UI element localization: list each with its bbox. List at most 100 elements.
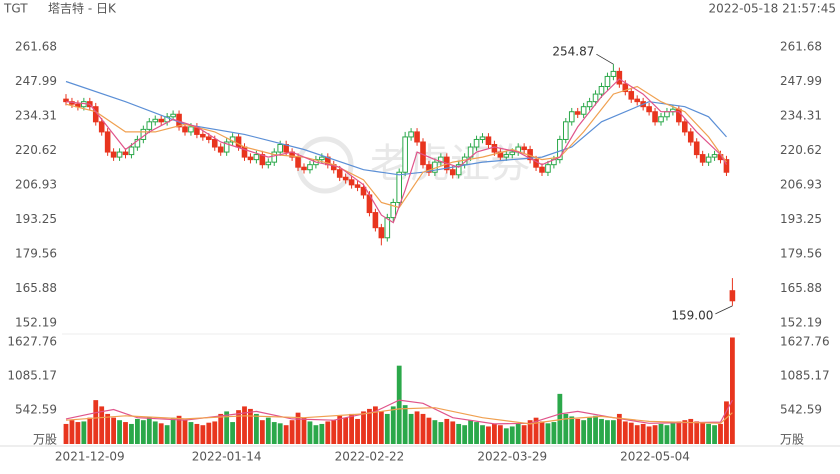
candle-body: [360, 186, 367, 196]
candle-body: [604, 75, 611, 88]
y-tick-label-right: 165.88: [780, 281, 822, 295]
candle-body: [610, 70, 617, 77]
volume-bar: [497, 425, 503, 444]
volume-bar: [117, 420, 122, 444]
candle-body: [664, 111, 670, 118]
volume-bar: [87, 417, 93, 444]
candle-body: [319, 156, 325, 161]
candle-body: [146, 121, 153, 130]
candle-body: [271, 151, 278, 163]
candle-body: [301, 166, 307, 171]
volume-bar: [349, 413, 354, 444]
candle-body: [152, 118, 159, 123]
candle-body: [408, 131, 414, 138]
y-tick-label-right: 206.93: [780, 178, 822, 192]
y-tick-label-right: 179.56: [780, 247, 822, 261]
candle-body: [354, 184, 361, 188]
candle-body: [699, 154, 706, 163]
candle-body: [223, 141, 230, 153]
volume-bar: [230, 422, 235, 444]
volume-bar: [587, 417, 592, 444]
volume-bar: [331, 420, 337, 444]
volume-bar: [93, 400, 99, 444]
candle-body: [295, 156, 301, 168]
x-tick-label: 2022-01-14: [192, 450, 262, 464]
volume-tick-label: 542.59: [15, 402, 57, 416]
x-tick-label: 2022-05-04: [620, 450, 690, 464]
candle-body: [104, 131, 111, 153]
candle-body: [396, 171, 402, 203]
volume-bar: [634, 425, 640, 444]
volume-bar: [670, 423, 676, 444]
volume-bar: [277, 423, 283, 444]
volume-bar: [63, 423, 69, 444]
volume-bar: [265, 417, 271, 444]
volume-bar: [480, 425, 485, 444]
volume-bar: [581, 420, 587, 444]
candle-body: [200, 133, 206, 138]
volume-tick-label: 1085.17: [7, 369, 57, 383]
volume-bar: [390, 406, 396, 444]
candle-body: [206, 136, 212, 140]
datetime: 2022-05-18 21:57:45: [709, 2, 836, 16]
volume-bar: [259, 420, 265, 444]
candle-body: [491, 144, 498, 153]
candle-body: [455, 164, 462, 176]
candle-body: [277, 144, 283, 153]
volume-bar: [658, 423, 664, 444]
y-tick-label: 220.62: [15, 143, 57, 157]
volume-bar: [527, 420, 533, 444]
volume-bar: [158, 423, 164, 444]
volume-bar: [599, 418, 604, 444]
volume-bar: [152, 421, 158, 444]
volume-bar: [712, 425, 717, 444]
y-tick-label-right: 152.19: [780, 316, 822, 330]
volume-bar: [343, 417, 349, 444]
candle-body: [658, 116, 664, 123]
volume-bar: [486, 426, 491, 444]
volume-bar: [569, 416, 575, 444]
y-tick-label-right: 193.25: [780, 212, 822, 226]
y-tick-label: 247.99: [15, 74, 57, 88]
volume-bar: [254, 413, 259, 444]
volume-bar: [682, 420, 688, 444]
volume-bar: [129, 423, 134, 444]
volume-bar: [640, 423, 646, 444]
volume-bar: [182, 420, 188, 444]
volume-tick-label-right: 542.59: [780, 402, 822, 416]
candle-body: [628, 91, 635, 100]
candle-body: [729, 290, 736, 302]
volume-bar: [688, 418, 694, 444]
volume-bar: [700, 422, 706, 444]
volume-bar: [164, 425, 170, 444]
moving-average: [65, 78, 728, 224]
volume-bar: [622, 421, 628, 444]
candle-body: [545, 164, 551, 173]
candle-body: [170, 113, 176, 118]
volume-bar: [373, 406, 378, 444]
y-tick-label: 206.93: [15, 178, 57, 192]
candle-body: [378, 227, 385, 239]
candle-body: [265, 161, 272, 166]
volume-bar: [444, 418, 450, 444]
volume-bar: [551, 422, 557, 444]
candle-body: [521, 146, 527, 151]
y-tick-label: 234.31: [15, 108, 57, 122]
candle-body: [402, 136, 408, 173]
candle-body: [509, 151, 516, 156]
volume-bar: [545, 423, 551, 444]
volume-bar: [676, 421, 682, 444]
y-tick-label: 152.19: [15, 316, 57, 330]
volume-bar: [539, 421, 545, 444]
volume-bar: [81, 421, 87, 444]
volume-bar: [170, 417, 176, 444]
volume-bar: [628, 422, 634, 444]
volume-bar: [694, 421, 700, 444]
y-tick-label: 261.68: [15, 40, 57, 54]
volume-bar: [474, 422, 479, 444]
volume-bar: [605, 420, 610, 444]
candle-body: [592, 93, 599, 103]
candle-body: [616, 70, 623, 85]
candle-body: [211, 138, 218, 148]
candle-body: [247, 156, 254, 161]
